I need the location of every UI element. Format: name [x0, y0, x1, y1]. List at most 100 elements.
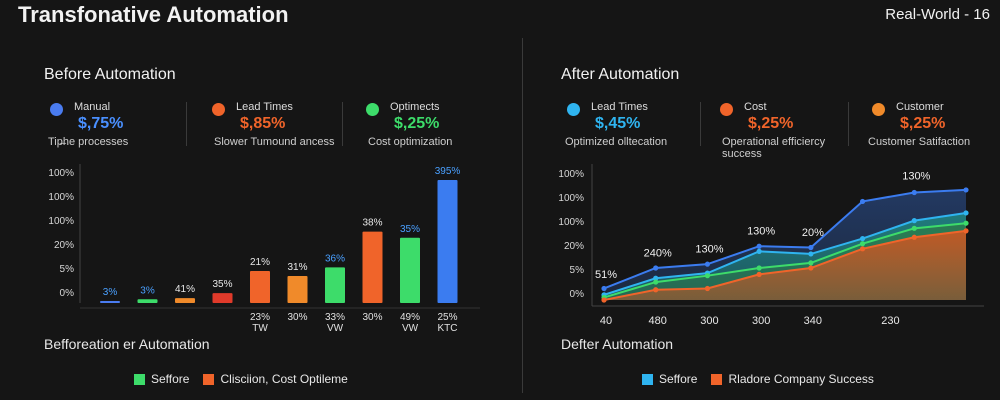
kpi-label: Customer	[896, 101, 944, 113]
data-annotation: 51%	[595, 269, 617, 281]
y-tick-label: 100%	[558, 193, 584, 204]
kpi-separator	[700, 102, 701, 146]
bar-data-label: 35%	[212, 279, 232, 290]
kpi-desc: Operational efficiercy success	[722, 136, 826, 160]
lead-times-dot-icon	[212, 103, 225, 116]
before-footer-title: Befforeation er Automation	[44, 336, 210, 352]
legend-swatch	[134, 373, 145, 385]
kpi-value: $,25%	[900, 115, 946, 132]
x-tick-label: 230	[881, 315, 899, 327]
kpi-desc: Customer Satifaction	[868, 136, 971, 148]
series-point	[756, 265, 762, 271]
x-tick-label: 25%	[437, 312, 457, 323]
data-annotation: 130%	[902, 171, 930, 183]
kpi-value: $,25%	[748, 115, 794, 132]
series-point	[963, 228, 969, 234]
manual-dot-icon	[50, 103, 63, 116]
legend-swatch	[711, 373, 723, 385]
legend-label: Rladore Company Success	[728, 372, 874, 386]
series-point	[859, 235, 866, 242]
kpi-label: Lead Times	[591, 101, 648, 113]
series-point	[859, 246, 866, 252]
x-tick-label: VW	[402, 323, 419, 334]
series-point	[653, 279, 659, 285]
after-legend: Seffore Rladore Company Success	[642, 372, 874, 386]
x-tick-label: 30%	[362, 312, 382, 323]
optimects-dot-icon	[366, 103, 379, 116]
x-tick-label: 300	[700, 315, 718, 327]
after-footer-title: Defter Automation	[561, 336, 674, 352]
before-bar-chart: 100% 100% 100% 20% 5% 0% 3% 3% 41% 35% 21% 23%TW 31%…	[48, 164, 480, 334]
y-tick-label: 0%	[570, 289, 585, 300]
y-tick-label: 100%	[558, 217, 584, 228]
y-tick-label: 0%	[60, 288, 75, 299]
bar	[400, 237, 420, 303]
bar-data-label: 3%	[140, 285, 155, 296]
series-line	[603, 211, 967, 296]
page-tag: Real-World - 16	[885, 6, 990, 23]
bar-data-label: 36%	[325, 253, 345, 264]
kpi-label: Manual	[74, 101, 111, 113]
bar	[137, 299, 158, 303]
x-tick-label: 30%	[287, 312, 307, 323]
series-point	[963, 220, 969, 226]
kpi-desc: Optimized olltecation	[565, 136, 668, 148]
after-area-chart: 100% 100% 100% 20% 5% 0% 51% 240% 130% 130% 20% 130…	[558, 164, 984, 327]
kpi-separator	[342, 102, 343, 146]
series-point	[808, 265, 814, 271]
kpi-desc: Tip̶he processes	[48, 136, 129, 148]
legend-swatch	[203, 373, 215, 385]
y-tick-label: 20%	[564, 241, 584, 252]
x-tick-label: 340	[804, 315, 822, 327]
series-point	[808, 244, 814, 251]
y-tick-label: 100%	[48, 192, 74, 203]
bar-data-label: 395%	[435, 166, 461, 177]
series-point	[911, 234, 917, 240]
before-legend: Seffore Clisciion, Cost Optileme	[134, 372, 348, 386]
series-point	[756, 243, 762, 249]
legend-label: Clisciion, Cost Optileme	[220, 372, 348, 386]
series-point	[653, 287, 659, 293]
series-point	[808, 251, 814, 257]
kpi-label: Lead Times	[236, 101, 293, 113]
kpi-value: $,45%	[595, 115, 641, 132]
x-tick-label: 480	[649, 315, 667, 327]
before-heading: Before Automation	[44, 66, 176, 83]
kpi-value: $,75%	[78, 115, 124, 132]
series-line	[603, 229, 967, 301]
legend-label: Seffore	[659, 372, 698, 386]
data-annotation: 20%	[802, 227, 824, 239]
bar	[437, 180, 458, 303]
bar	[212, 293, 233, 303]
data-annotation: 130%	[695, 243, 723, 255]
bar	[250, 271, 270, 303]
after-heading: After Automation	[561, 66, 680, 83]
page-title: Transfonative Automation	[18, 2, 289, 27]
bar-data-label: 41%	[175, 284, 195, 295]
panel-divider	[522, 38, 523, 393]
bar-data-label: 31%	[287, 262, 307, 273]
bar	[325, 267, 345, 303]
x-tick-label: TW	[252, 323, 268, 334]
data-annotation: 130%	[747, 226, 775, 238]
series-point	[653, 275, 659, 281]
legend-swatch	[642, 373, 653, 385]
customer-dot-icon	[872, 103, 885, 116]
series-point	[963, 187, 969, 193]
series-area	[604, 230, 966, 300]
y-tick-label: 5%	[60, 264, 75, 275]
series-line	[603, 188, 967, 290]
kpi-desc: Slower Tumound ancess	[214, 136, 335, 148]
series-point	[859, 241, 866, 247]
series-point	[911, 225, 917, 231]
bar	[100, 301, 120, 303]
series-point	[601, 285, 607, 292]
bar-data-label: 21%	[250, 257, 270, 268]
y-tick-label: 5%	[570, 265, 585, 276]
lead-times-dot-icon	[567, 103, 580, 116]
kpi-label: Cost	[744, 101, 767, 113]
x-tick-label: 23%	[250, 312, 270, 323]
series-point	[704, 261, 711, 267]
series-point	[859, 198, 866, 205]
x-tick-label: 40	[600, 315, 612, 327]
